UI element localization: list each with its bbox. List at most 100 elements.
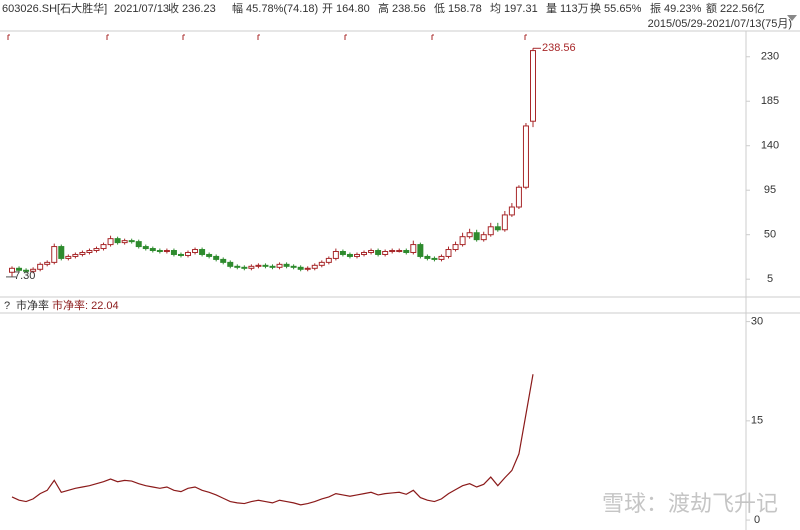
candle-body	[473, 232, 480, 241]
header-item: 额 222.56亿	[706, 2, 765, 15]
candle-body	[353, 253, 360, 257]
help-icon[interactable]: ?	[4, 300, 10, 312]
candle-body	[44, 261, 51, 265]
candle-body	[192, 249, 199, 253]
y-tick-label: 95	[764, 184, 776, 196]
candle-body	[269, 265, 276, 268]
candle-body	[185, 251, 192, 256]
candle-body	[494, 226, 501, 231]
candle-body	[445, 249, 452, 257]
y-tick-label: 50	[764, 229, 776, 241]
date-range[interactable]: 2015/05/29-2021/07/13(75月)	[648, 18, 792, 30]
period-marker	[344, 34, 347, 40]
period-marker	[106, 34, 109, 40]
period-marker	[257, 34, 260, 40]
watermark: 雪球：渡劫飞升记	[602, 491, 778, 516]
candle-body	[248, 265, 255, 269]
indicator-legend: 市净率: 22.04	[52, 298, 119, 312]
candle-body	[297, 266, 304, 270]
candle-body	[339, 251, 346, 255]
candle-body	[508, 206, 515, 216]
candle-body	[522, 125, 529, 188]
period-marker	[431, 34, 434, 40]
candle-body	[121, 240, 128, 244]
min-annotation: 7.30	[14, 270, 35, 282]
y-tick-label: 30	[751, 316, 763, 328]
indicator-name: 市净率	[16, 298, 49, 312]
candle-body	[368, 250, 375, 253]
candle-body	[466, 232, 473, 238]
candle-body	[346, 253, 353, 257]
candle-body	[255, 264, 262, 267]
candle-body	[128, 240, 135, 243]
candle-body	[325, 257, 332, 263]
header-item: 603026.SH[石大胜华]	[2, 1, 107, 15]
candle-body	[206, 253, 213, 257]
candle-body	[227, 261, 234, 267]
candle-body	[361, 251, 368, 255]
candle-body	[410, 244, 417, 253]
candle-body	[403, 250, 410, 253]
candle-body	[156, 250, 163, 253]
candle-body	[396, 250, 403, 253]
header-item: 均 197.31	[490, 2, 538, 15]
candle-body	[276, 263, 283, 268]
dropdown-icon[interactable]	[787, 15, 797, 21]
header-item: 低 158.78	[434, 2, 482, 15]
candle-body	[79, 251, 86, 255]
header-item: 换 55.65%	[590, 1, 642, 15]
candle-body	[23, 269, 30, 272]
candle-body	[480, 234, 487, 241]
candle-body	[431, 257, 438, 260]
header-item: 幅 45.78%(74.18)	[232, 2, 318, 15]
candle-body	[382, 251, 389, 255]
pb-line	[11, 374, 534, 506]
candle-body	[163, 250, 170, 253]
candle-body	[199, 249, 206, 255]
candle-body	[487, 226, 494, 236]
candle-body	[389, 250, 396, 253]
header-item: 高 238.56	[378, 1, 426, 15]
candle-body	[332, 251, 339, 259]
candle-body	[213, 255, 220, 260]
candle-body	[93, 248, 100, 252]
header-item: 2021/07/13	[114, 3, 169, 15]
candle-body	[501, 214, 508, 231]
candle-body	[37, 263, 44, 270]
candle-body	[86, 250, 93, 253]
y-tick-label: 140	[761, 140, 779, 152]
candle-body	[107, 238, 114, 246]
candle-body	[72, 253, 79, 257]
candle-body	[459, 236, 466, 246]
candle-body	[283, 263, 290, 267]
max-annotation: 238.56	[542, 42, 576, 54]
candle-body	[58, 246, 65, 259]
candle-body	[311, 264, 318, 269]
y-tick-label: 0	[754, 514, 760, 526]
period-marker	[524, 34, 527, 40]
header-item: 开 164.80	[322, 3, 370, 15]
candle-body	[51, 246, 58, 263]
y-tick-label: 185	[761, 95, 779, 107]
candle-body	[424, 255, 431, 259]
candle-body	[417, 244, 424, 257]
candle-body	[100, 244, 107, 250]
header-item: 量 113万	[546, 2, 589, 15]
candle-body	[16, 267, 23, 271]
period-marker	[182, 34, 185, 40]
candle-body	[304, 267, 311, 270]
candle-body	[375, 250, 382, 255]
candle-body	[135, 241, 142, 248]
header-item: 振 49.23%	[650, 1, 702, 15]
y-tick-label: 15	[751, 415, 763, 427]
candle-body	[452, 244, 459, 251]
candle-body	[530, 50, 536, 122]
candle-body	[149, 248, 156, 252]
candle-body	[290, 265, 297, 268]
candle-body	[142, 246, 149, 250]
candle-body	[170, 250, 177, 255]
candle-body	[241, 266, 248, 269]
candle-body	[220, 258, 227, 263]
candle-body	[177, 253, 184, 256]
